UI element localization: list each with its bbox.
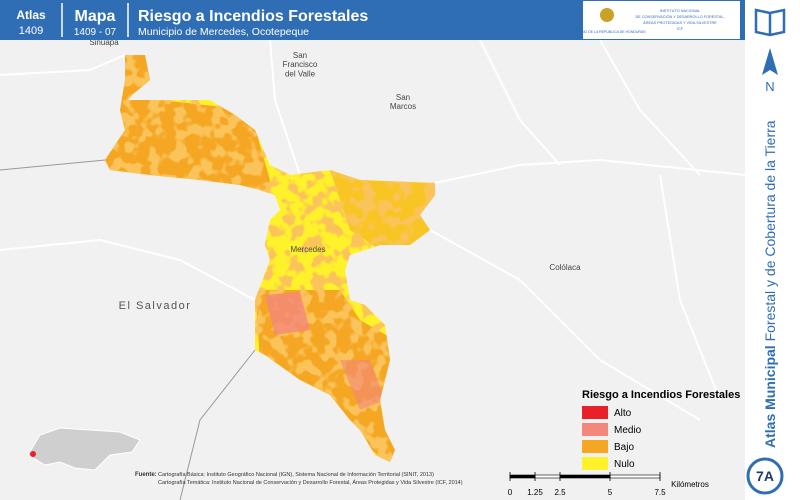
boundaries (0, 39, 746, 421)
logo-line: DE CONSERVACIÓN Y DESARROLLO FORESTAL, (635, 14, 724, 19)
risk-medio (340, 360, 385, 410)
header-text: Atlas 1409 Mapa 1409 - 07 Riesgo a Incen… (16, 8, 368, 38)
scale-segment (559, 474, 611, 479)
atlas-title: Forestal y de Cobertura de la Tierra (762, 120, 778, 341)
place-line: Marcos (390, 102, 416, 111)
scale-unit: Kilómetros (671, 480, 709, 489)
legend: Riesgo a Incendios Forestales Alto Medio B… (582, 389, 740, 470)
source: Fuente: Cartografía Básica: Instituto Ge… (135, 472, 463, 486)
place-line: El Salvador (119, 300, 192, 312)
risk-medio (265, 292, 310, 335)
legend-label: Bajo (614, 442, 634, 453)
boundary (434, 158, 746, 184)
legend-label: Alto (614, 408, 632, 419)
map-label: Mapa (75, 8, 116, 25)
place-label: San Marcos (390, 93, 416, 111)
atlas-number: 1409 (19, 25, 43, 37)
logo-text: GOBIERNO DE LA REPÚBLICA DE HONDURAS (568, 30, 646, 34)
place-line: Sinuapa (89, 38, 119, 47)
logo-line: INSTITUTO NACIONAL (660, 9, 700, 13)
boundary (0, 238, 256, 301)
legend-label: Medio (614, 425, 642, 436)
location-dot (30, 451, 36, 457)
place-line: Francisco (283, 60, 318, 69)
title: Riesgo a Incendios Forestales (138, 8, 368, 25)
north-label: N (765, 79, 774, 94)
place-label: Colólaca (549, 263, 581, 272)
place-labels: Sinuapa San Francisco del Valle San Marcos … (89, 38, 581, 312)
scale-label: 7.5 (654, 488, 666, 497)
atlas-vertical-title: Atlas Municipal Forestal y de Cobertura … (762, 120, 778, 448)
subtitle: Municipio de Mercedes, Ocotepeque (138, 26, 309, 38)
atlas-title-bold: Atlas Municipal (762, 345, 778, 448)
place-label: Sinuapa (89, 38, 119, 47)
scale-label: 0 (508, 488, 513, 497)
source-line: Cartografía Temática: Instituto Nacional… (158, 479, 463, 486)
logo-line: ICF (677, 27, 684, 31)
place-line: Mercedes (290, 245, 325, 254)
scale-label: 5 (608, 488, 613, 497)
place-label: San Francisco del Valle (283, 51, 318, 78)
place-label: El Salvador (119, 300, 192, 312)
legend-title: Riesgo a Incendios Forestales (582, 389, 740, 401)
legend-label: Nulo (614, 459, 635, 470)
boundary (479, 39, 561, 166)
scale-label: 2.5 (554, 488, 566, 497)
emblem (600, 8, 614, 22)
place-label: Mercedes (290, 245, 325, 254)
scale-label: 1.25 (527, 488, 543, 497)
boundary (269, 39, 301, 176)
place-line: Colólaca (549, 263, 581, 272)
border-line (0, 159, 256, 500)
scale-segment (609, 474, 661, 479)
place-line: San (293, 51, 307, 60)
map-number: 1409 - 07 (74, 27, 117, 38)
boundary (429, 229, 701, 421)
place-line: del Valle (285, 69, 316, 78)
book-icon (754, 8, 786, 37)
inset-map (27, 427, 141, 471)
legend-swatch (582, 423, 608, 436)
scale-bar: Kilómetros 0 1.25 2.5 5 7.5 (508, 472, 709, 497)
scale-segment (534, 474, 561, 479)
sheet-badge (746, 457, 784, 495)
source-line: Cartografía Básica: Instituto Geográfico… (158, 472, 434, 478)
logo-line: ÁREAS PROTEGIDAS Y VIDA SILVESTRE (643, 21, 717, 25)
boundary (659, 174, 721, 401)
north-arrow (762, 48, 778, 75)
boundary (0, 54, 126, 76)
source-label: Fuente: (135, 472, 157, 478)
scale-segment (509, 474, 536, 479)
legend-swatch (582, 406, 608, 419)
place-line: San (396, 93, 410, 102)
country-shape (27, 427, 141, 471)
legend-swatch (582, 440, 608, 453)
atlas-label: Atlas (16, 8, 46, 22)
sheet-number: 7A (756, 468, 774, 484)
legend-swatch (582, 457, 608, 470)
sidebar (745, 40, 800, 500)
boundary (599, 39, 701, 176)
